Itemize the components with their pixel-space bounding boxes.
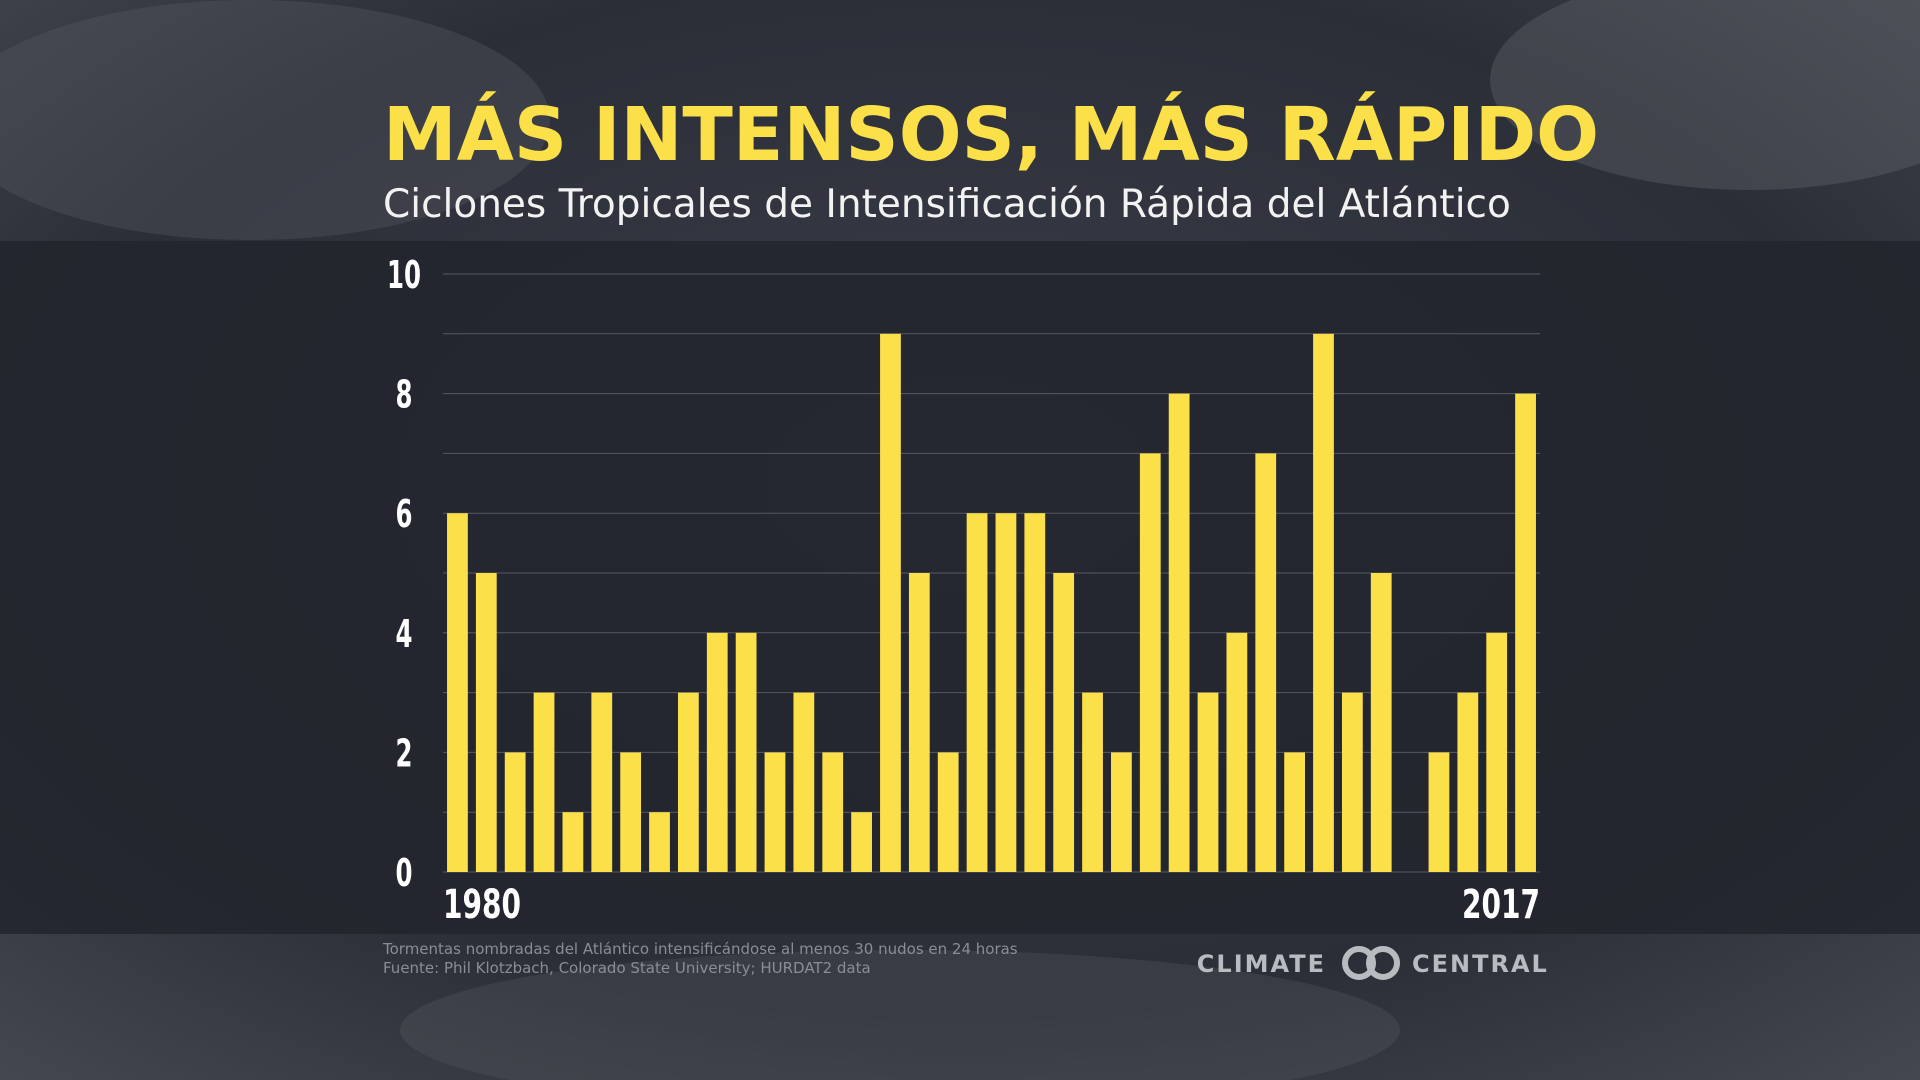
bar	[1370, 573, 1392, 872]
bar	[1313, 333, 1334, 872]
bar	[937, 752, 959, 872]
cloud	[400, 950, 1400, 1080]
bar	[620, 752, 642, 872]
cloud	[0, 0, 550, 240]
y-tick-label: 10	[387, 253, 421, 297]
plot-band	[0, 241, 1920, 934]
bar	[475, 573, 497, 872]
bar	[1139, 453, 1161, 872]
bar	[1168, 393, 1190, 872]
bar	[851, 812, 872, 872]
cloud	[1490, 0, 1920, 190]
bar	[649, 812, 670, 872]
bar	[562, 812, 584, 872]
logo-text: CENTRAL	[1412, 950, 1549, 978]
bar	[880, 333, 901, 872]
bar	[1024, 513, 1046, 872]
bar	[1515, 393, 1536, 872]
x-tick-label: 1980	[443, 882, 521, 928]
x-tick-label: 2017	[1462, 882, 1540, 928]
bar	[1082, 692, 1103, 872]
bar	[822, 752, 844, 872]
bar	[1255, 453, 1277, 872]
bar	[1111, 752, 1132, 872]
logo-icon	[1366, 946, 1400, 980]
bar	[1457, 692, 1479, 872]
chart-title: MÁS INTENSOS, MÁS RÁPIDO	[383, 90, 1599, 178]
bar	[1486, 632, 1508, 872]
chart-subtitle: Ciclones Tropicales de Intensificación R…	[383, 182, 1511, 227]
bar	[677, 692, 699, 872]
bar	[706, 632, 728, 872]
bar	[995, 513, 1017, 872]
footnote: Tormentas nombradas del Atlántico intens…	[382, 940, 1018, 958]
y-tick-label: 6	[396, 492, 413, 536]
bar	[1226, 632, 1248, 872]
footnote: Fuente: Phil Klotzbach, Colorado State U…	[383, 959, 871, 977]
logo-icon	[1342, 946, 1376, 980]
bar	[793, 692, 815, 872]
bar	[1341, 692, 1363, 872]
bar	[908, 573, 930, 872]
bar	[764, 752, 786, 872]
bar	[504, 752, 526, 872]
bar	[735, 632, 757, 872]
bar	[447, 513, 468, 872]
bar	[1197, 692, 1219, 872]
y-tick-label: 2	[396, 731, 413, 775]
bar	[1428, 752, 1450, 872]
y-tick-label: 4	[396, 612, 413, 656]
bar	[533, 692, 555, 872]
bar	[1053, 573, 1075, 872]
bar	[1284, 752, 1306, 872]
bar	[591, 692, 613, 872]
y-tick-label: 0	[396, 851, 413, 895]
bar	[966, 513, 988, 872]
y-tick-label: 8	[396, 373, 413, 417]
logo-text: CLIMATE	[1197, 950, 1326, 978]
